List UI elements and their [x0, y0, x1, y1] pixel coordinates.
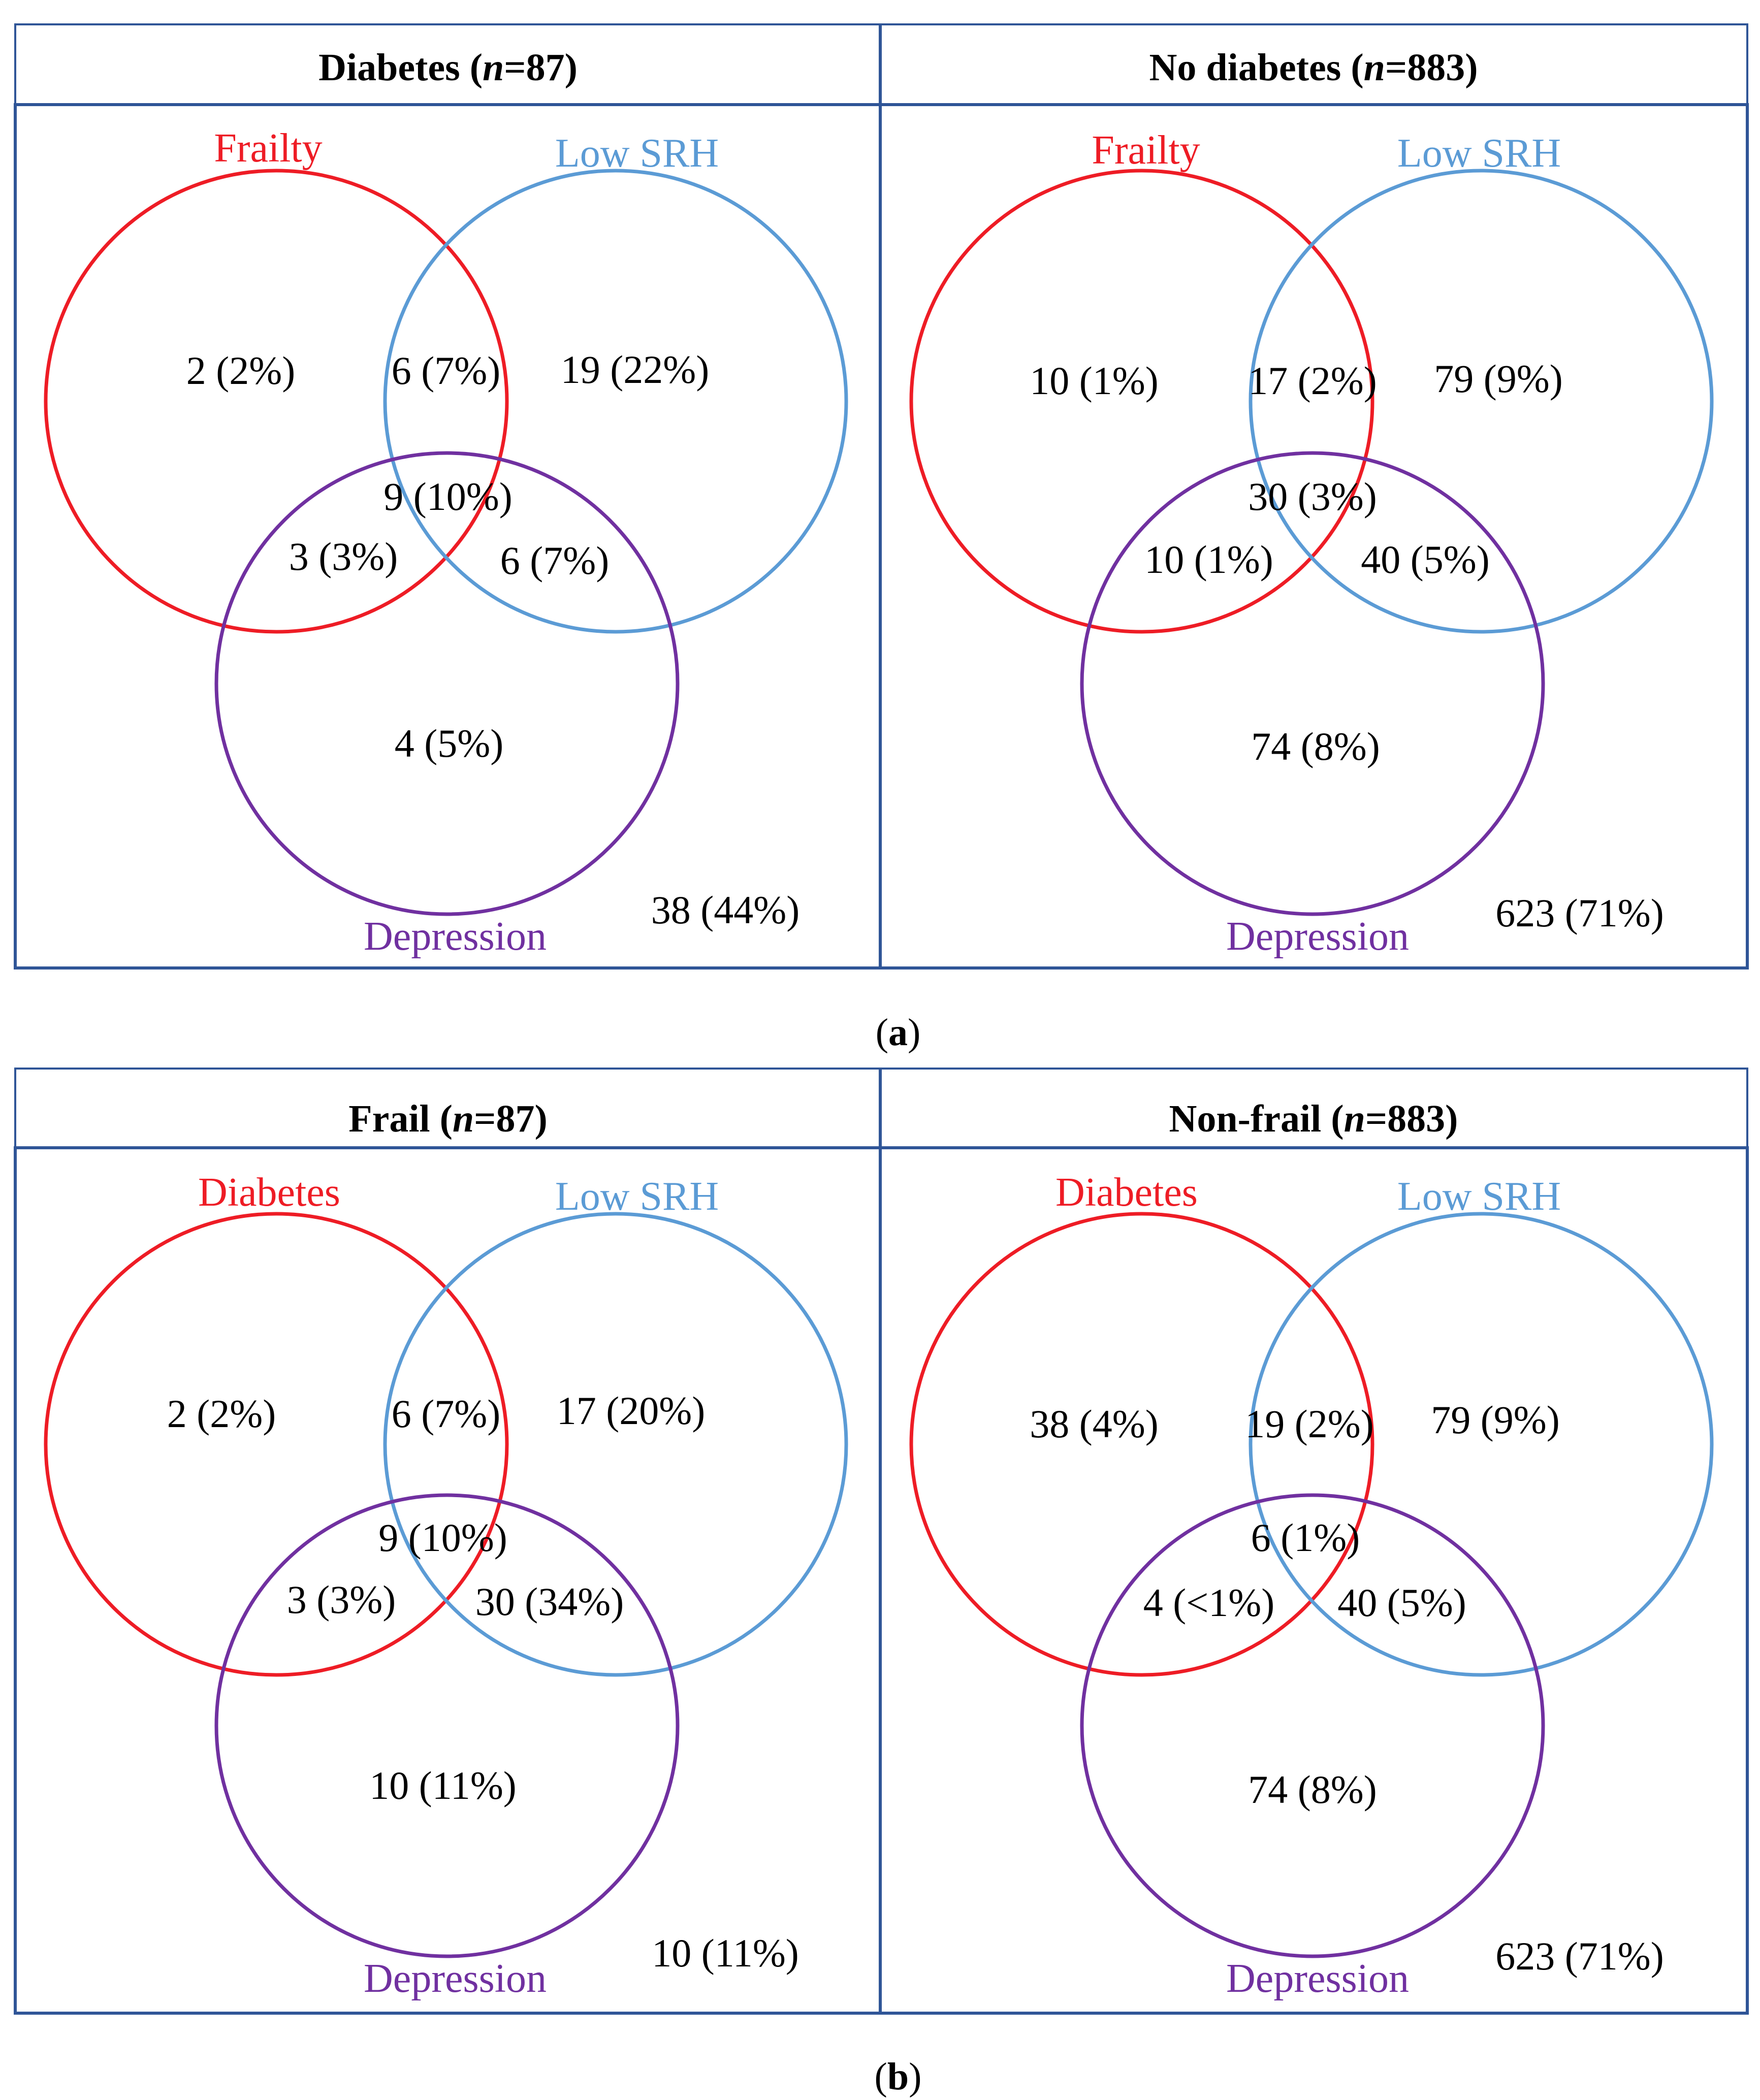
set-c-label: Depression	[1226, 1956, 1409, 2001]
circle-set-b	[1249, 1212, 1714, 1677]
region-bc: 40 (5%)	[1337, 1580, 1466, 1625]
region-a-only: 2 (2%)	[167, 1392, 276, 1436]
panel-a-right-venn: Frailty Low SRH Depression 10 (1%) 17 (2…	[909, 128, 1714, 959]
panel-b-right-header: Non-frail (n=883)	[1169, 1097, 1458, 1140]
set-a-label: Diabetes	[198, 1170, 340, 1215]
circle-set-c	[214, 1493, 680, 1958]
panel-a-left-venn: Frailty Low SRH Depression 2 (2%) 6 (7%)…	[44, 126, 848, 959]
region-c-only: 74 (8%)	[1251, 724, 1380, 768]
panel-a-left-header: Diabetes (n=87)	[318, 46, 578, 89]
region-b-only: 17 (20%)	[557, 1388, 705, 1433]
set-c-label: Depression	[364, 1956, 547, 2001]
region-a-only: 38 (4%)	[1030, 1402, 1158, 1446]
set-a-label: Frailty	[1092, 128, 1200, 173]
region-c-only: 4 (5%)	[395, 721, 503, 765]
region-ac: 3 (3%)	[289, 534, 398, 578]
region-abc: 9 (10%)	[383, 474, 512, 519]
circle-set-c	[1080, 1493, 1545, 1958]
panel-a-right-header: No diabetes (n=883)	[1149, 46, 1478, 89]
region-b-only: 19 (22%)	[561, 347, 709, 392]
region-c-only: 74 (8%)	[1248, 1767, 1377, 1812]
set-b-label: Low SRH	[1397, 131, 1561, 176]
region-none: 10 (11%)	[652, 1931, 799, 1975]
circle-set-b	[383, 169, 848, 634]
region-b-only: 79 (9%)	[1434, 357, 1562, 401]
set-b-label: Low SRH	[555, 1174, 719, 1219]
circle-set-a	[44, 169, 509, 634]
region-b-only: 79 (9%)	[1431, 1398, 1559, 1442]
circle-set-a	[44, 1212, 509, 1677]
circle-set-a	[909, 1212, 1374, 1677]
region-ab: 19 (2%)	[1245, 1402, 1373, 1446]
region-abc: 30 (3%)	[1248, 474, 1377, 519]
region-none: 623 (71%)	[1495, 1934, 1663, 1978]
set-b-label: Low SRH	[1397, 1174, 1561, 1219]
region-abc: 6 (1%)	[1251, 1515, 1360, 1560]
region-ab: 17 (2%)	[1248, 359, 1377, 403]
set-c-label: Depression	[1226, 914, 1409, 959]
region-none: 623 (71%)	[1495, 891, 1663, 935]
region-ab: 6 (7%)	[392, 348, 500, 393]
panel-b-left-venn: Diabetes Low SRH Depression 2 (2%) 6 (7%…	[44, 1170, 848, 2001]
set-a-label: Frailty	[214, 126, 322, 171]
region-ac: 4 (<1%)	[1143, 1580, 1274, 1625]
circle-set-c	[1080, 451, 1545, 916]
region-bc: 30 (34%)	[475, 1579, 624, 1624]
region-none: 38 (44%)	[651, 888, 799, 932]
set-c-label: Depression	[364, 914, 547, 959]
region-abc: 9 (10%)	[378, 1515, 507, 1560]
panel-b-right-venn: Diabetes Low SRH Depression 38 (4%) 19 (…	[909, 1170, 1714, 2001]
set-a-label: Diabetes	[1055, 1170, 1198, 1215]
set-b-label: Low SRH	[555, 131, 719, 176]
circle-set-c	[214, 451, 680, 916]
region-ac: 3 (3%)	[287, 1577, 396, 1622]
circle-set-b	[1249, 169, 1714, 634]
region-c-only: 10 (11%)	[369, 1763, 517, 1807]
region-a-only: 2 (2%)	[186, 348, 295, 393]
region-bc: 40 (5%)	[1361, 537, 1489, 581]
panel-b-caption: (b)	[875, 2055, 922, 2098]
region-ac: 10 (1%)	[1144, 537, 1273, 581]
region-a-only: 10 (1%)	[1030, 359, 1158, 403]
region-bc: 6 (7%)	[500, 538, 609, 583]
circle-set-a	[909, 169, 1374, 634]
circle-set-b	[383, 1212, 848, 1677]
region-ab: 6 (7%)	[392, 1392, 500, 1436]
panel-b-left-header: Frail (n=87)	[348, 1097, 548, 1140]
panel-b: Frail (n=87) Non-frail (n=883) Diabetes …	[14, 1068, 1749, 2098]
panel-a-caption: (a)	[876, 1011, 921, 1054]
panel-a: Diabetes (n=87) No diabetes (n=883) Frai…	[14, 23, 1749, 1054]
